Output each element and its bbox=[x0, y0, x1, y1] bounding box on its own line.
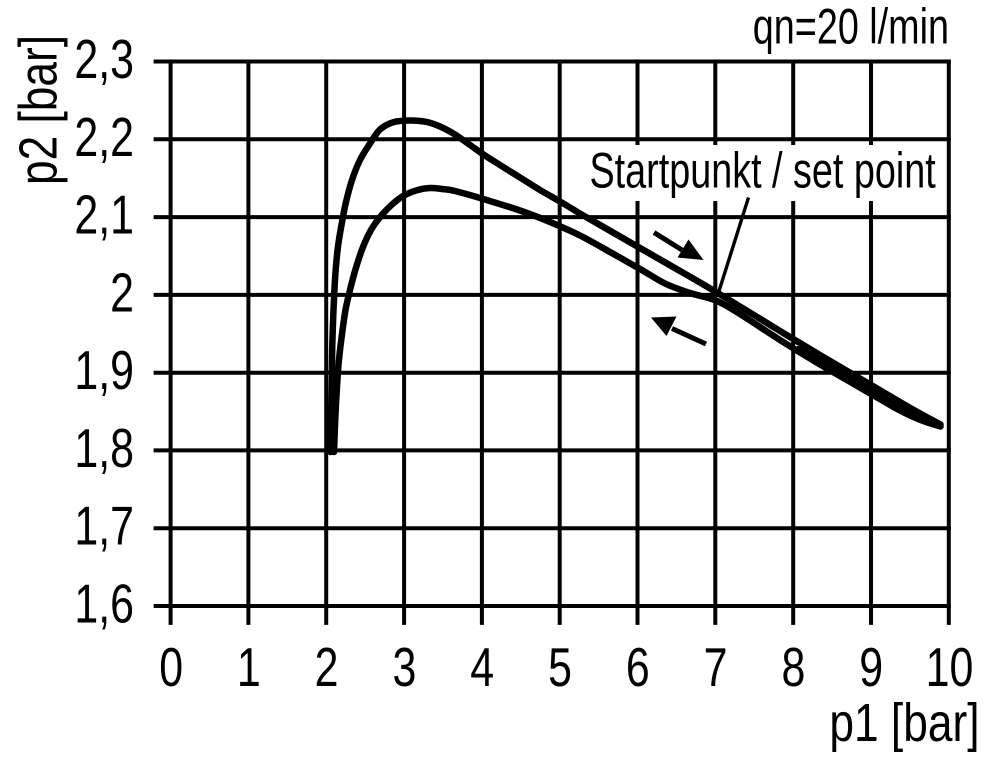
svg-text:7: 7 bbox=[704, 637, 728, 698]
svg-text:8: 8 bbox=[781, 637, 805, 698]
svg-text:qn=20 l/min: qn=20 l/min bbox=[753, 0, 949, 55]
svg-text:Startpunkt / set point: Startpunkt / set point bbox=[590, 143, 936, 198]
svg-text:10: 10 bbox=[926, 637, 974, 698]
svg-text:1,8: 1,8 bbox=[74, 418, 134, 479]
svg-text:2,2: 2,2 bbox=[74, 107, 134, 168]
svg-text:4: 4 bbox=[470, 637, 494, 698]
svg-text:2,1: 2,1 bbox=[74, 185, 134, 246]
svg-text:1: 1 bbox=[237, 637, 261, 698]
svg-text:1,7: 1,7 bbox=[74, 496, 134, 557]
svg-text:2: 2 bbox=[315, 637, 339, 698]
svg-text:p1 [bar]: p1 [bar] bbox=[829, 693, 979, 753]
svg-text:5: 5 bbox=[548, 637, 572, 698]
svg-text:9: 9 bbox=[859, 637, 883, 698]
svg-text:6: 6 bbox=[626, 637, 650, 698]
svg-text:0: 0 bbox=[159, 637, 183, 698]
svg-text:p2 [bar]: p2 [bar] bbox=[8, 35, 68, 185]
svg-text:3: 3 bbox=[392, 637, 416, 698]
svg-text:1,9: 1,9 bbox=[74, 340, 134, 401]
svg-text:2,3: 2,3 bbox=[74, 29, 134, 90]
svg-text:2: 2 bbox=[110, 262, 134, 323]
svg-text:1,6: 1,6 bbox=[74, 573, 134, 634]
